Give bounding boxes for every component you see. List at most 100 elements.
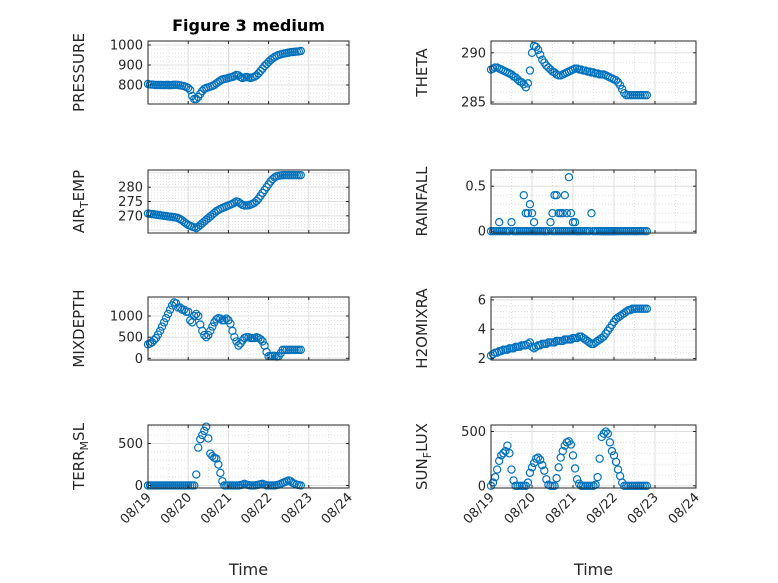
data-point (536, 341, 545, 350)
data-point (642, 304, 652, 313)
y-tick-label: 500 (461, 425, 486, 440)
theta-axes-frame (490, 40, 697, 105)
data-point (560, 190, 570, 200)
data-point (509, 344, 518, 353)
pressure-axes-frame (147, 40, 350, 105)
data-point (511, 226, 520, 236)
data-point (558, 208, 567, 218)
data-point (523, 208, 533, 218)
terr-msl-x-axis-label: Time (228, 560, 268, 579)
data-point (222, 314, 231, 323)
data-point (601, 427, 611, 436)
y-tick-label: 4 (478, 323, 486, 338)
data-point (611, 457, 621, 467)
data-point (183, 307, 193, 316)
data-point (540, 226, 549, 236)
data-point (548, 208, 557, 218)
data-point (546, 217, 555, 227)
data-point (228, 199, 237, 208)
data-point (529, 217, 539, 227)
data-point (216, 468, 225, 478)
data-point (192, 309, 201, 319)
data-point (296, 345, 305, 355)
h2omixra-panel: 2 4 6 H2OMIXRA (413, 288, 697, 369)
data-point (542, 475, 551, 484)
data-point (540, 466, 549, 475)
data-point (200, 330, 209, 340)
h2omixra-y-axis-label: H2OMIXRA (413, 288, 431, 369)
data-point (202, 332, 211, 342)
data-point (562, 208, 572, 218)
y-tick-label: 0 (135, 479, 143, 494)
data-point (642, 90, 652, 100)
data-point (527, 342, 537, 352)
data-point (503, 345, 512, 354)
data-point (186, 85, 195, 95)
data-point (216, 314, 225, 323)
data-point (533, 453, 543, 462)
y-tick-label: 1000 (110, 310, 143, 325)
data-point (234, 341, 243, 350)
data-point (204, 434, 213, 443)
y-tick-label: 275 (118, 195, 143, 210)
data-point (542, 339, 551, 349)
data-point (256, 335, 265, 344)
data-point (536, 455, 545, 464)
data-point (538, 460, 547, 470)
data-point (519, 190, 529, 200)
data-point (196, 435, 205, 444)
h2omixra-x-ticks (490, 297, 697, 360)
data-point (527, 208, 537, 218)
data-point (252, 196, 261, 206)
data-point (570, 464, 580, 473)
data-point (550, 481, 559, 491)
data-point (589, 226, 598, 236)
data-point (192, 94, 201, 104)
data-point (509, 476, 518, 485)
data-point (163, 309, 173, 319)
data-point (190, 481, 199, 490)
data-point (564, 172, 574, 182)
h2omixra-y-ticks: 2 4 6 (478, 293, 696, 367)
data-point (204, 330, 213, 340)
data-point (517, 78, 526, 87)
y-tick-label: 0.5 (465, 180, 486, 195)
data-point (587, 208, 596, 218)
data-point (558, 336, 567, 346)
theta-markers (486, 41, 652, 100)
data-point (270, 173, 279, 182)
data-point (155, 326, 165, 336)
y-tick-label: 1000 (110, 39, 143, 54)
data-point (523, 478, 533, 487)
data-point (585, 338, 594, 347)
rainfall-y-axis-label: RAINFALL (413, 166, 431, 237)
rainfall-y-ticks: 00.5 (465, 180, 696, 240)
data-point (566, 335, 576, 344)
data-point (212, 315, 221, 324)
y-tick-label: 500 (118, 437, 143, 452)
data-point (525, 338, 535, 347)
pressure-markers (143, 46, 305, 104)
data-point (566, 208, 576, 218)
data-point (296, 46, 305, 56)
data-point (497, 347, 506, 356)
sun-flux-markers (486, 427, 652, 491)
data-point (230, 198, 239, 207)
data-point (521, 83, 531, 92)
data-point (173, 213, 183, 223)
data-point (296, 481, 305, 490)
y-tick-label: 0 (478, 225, 486, 240)
rainfall-panel: 00.5 RAINFALL (413, 166, 697, 240)
data-point (570, 217, 580, 227)
data-point (605, 438, 615, 447)
data-point (505, 449, 514, 458)
data-point (159, 318, 169, 327)
data-point (585, 226, 594, 236)
data-point (183, 83, 193, 93)
data-point (179, 305, 189, 314)
data-point (190, 311, 199, 321)
data-point (523, 79, 533, 88)
mixdepth-markers (143, 298, 305, 361)
data-point (198, 326, 207, 336)
